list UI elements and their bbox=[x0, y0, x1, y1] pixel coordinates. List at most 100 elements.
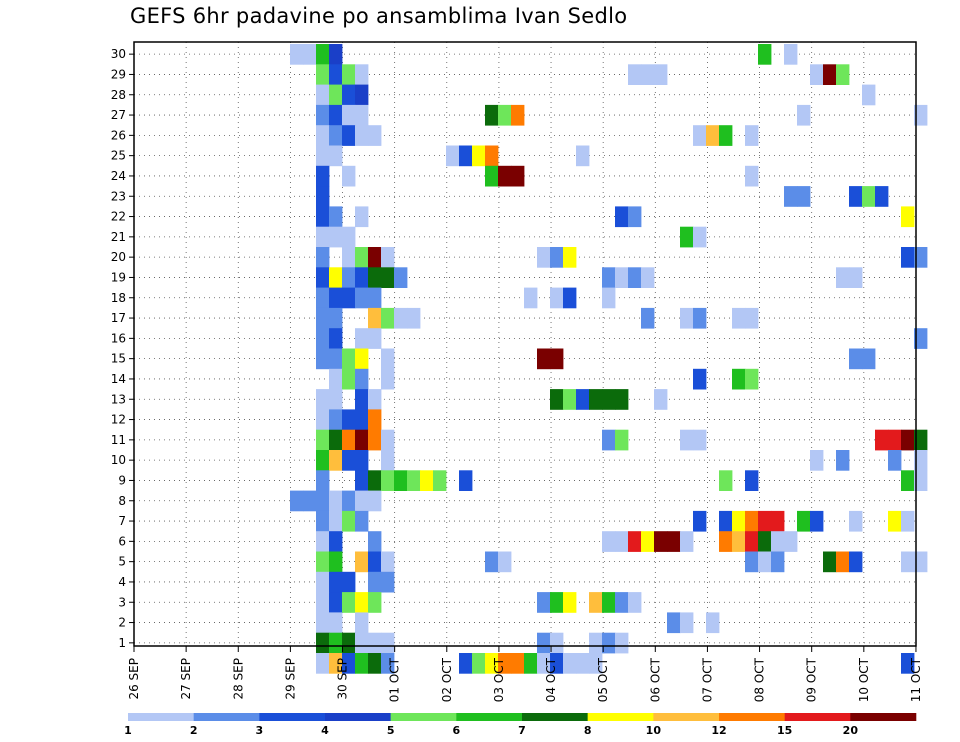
heatmap-cell bbox=[342, 653, 356, 674]
heatmap-cell bbox=[342, 125, 356, 146]
heatmap-cell bbox=[680, 531, 694, 552]
heatmap-cell bbox=[537, 348, 551, 370]
heatmap-cell bbox=[355, 125, 369, 146]
heatmap-cell bbox=[316, 145, 330, 167]
heatmap-cell bbox=[342, 592, 356, 613]
heatmap-cell bbox=[602, 287, 616, 309]
heatmap-cell bbox=[368, 592, 382, 613]
heatmap-cell bbox=[316, 389, 330, 410]
x-tick-label: 02 OCT bbox=[440, 657, 454, 702]
heatmap-cell bbox=[901, 551, 915, 573]
heatmap-cell bbox=[368, 653, 382, 674]
heatmap-cell bbox=[355, 287, 369, 309]
heatmap-cell bbox=[368, 328, 382, 349]
y-tick-label: 19 bbox=[111, 270, 126, 284]
colorbar-swatch bbox=[390, 713, 457, 721]
heatmap-cell bbox=[758, 531, 772, 552]
heatmap-cell bbox=[381, 429, 395, 451]
x-tick-label: 30 SEP bbox=[336, 658, 350, 700]
heatmap-cell bbox=[316, 531, 330, 552]
heatmap-cell bbox=[342, 247, 356, 268]
heatmap-cell bbox=[589, 592, 603, 613]
heatmap-cell bbox=[563, 287, 577, 309]
heatmap-cell bbox=[329, 429, 343, 451]
heatmap-cell bbox=[355, 490, 369, 512]
heatmap-cell bbox=[316, 307, 330, 329]
heatmap-cell bbox=[654, 531, 668, 552]
heatmap-cell bbox=[355, 470, 369, 491]
heatmap-cell bbox=[342, 368, 356, 390]
heatmap-cell bbox=[914, 470, 928, 491]
heatmap-cell bbox=[511, 653, 525, 674]
heatmap-cell bbox=[641, 531, 655, 552]
heatmap-cell bbox=[329, 125, 343, 146]
heatmap-cell bbox=[368, 307, 382, 329]
heatmap-cell bbox=[602, 531, 616, 552]
heatmap-cell bbox=[706, 125, 720, 146]
heatmap-cell bbox=[329, 510, 343, 532]
x-tick-label: 08 OCT bbox=[753, 657, 767, 702]
heatmap-cell bbox=[615, 632, 629, 654]
x-tick-label: 09 OCT bbox=[805, 657, 819, 702]
heatmap-cell bbox=[732, 307, 746, 329]
heatmap-cell bbox=[329, 450, 343, 471]
heatmap-cell bbox=[329, 44, 343, 65]
heatmap-cell bbox=[433, 470, 447, 491]
heatmap-cell bbox=[745, 531, 759, 552]
heatmap-cell bbox=[316, 470, 330, 491]
colorbar-label: 1 bbox=[124, 724, 132, 737]
y-tick-label: 22 bbox=[111, 210, 126, 224]
heatmap-cell bbox=[498, 653, 512, 674]
heatmap-cell bbox=[368, 409, 382, 431]
heatmap-cell bbox=[355, 429, 369, 451]
colorbar-label: 3 bbox=[256, 724, 264, 737]
heatmap-cell bbox=[316, 44, 330, 65]
heatmap-cell bbox=[368, 490, 382, 512]
heatmap-cell bbox=[550, 247, 564, 268]
heatmap-cell bbox=[485, 165, 499, 187]
heatmap-cell bbox=[914, 551, 928, 573]
colorbar-label: 20 bbox=[843, 724, 859, 737]
heatmap-cell bbox=[420, 470, 434, 491]
heatmap-cell bbox=[810, 450, 824, 471]
heatmap-cell bbox=[511, 165, 525, 187]
x-tick-label: 29 SEP bbox=[283, 658, 297, 700]
heatmap-cell bbox=[316, 490, 330, 512]
heatmap-cell bbox=[576, 653, 590, 674]
heatmap-cell bbox=[693, 368, 707, 390]
heatmap-cell bbox=[615, 531, 629, 552]
y-tick-label: 27 bbox=[111, 108, 126, 122]
heatmap-cell bbox=[355, 653, 369, 674]
y-tick-label: 16 bbox=[111, 331, 126, 345]
heatmap-cell bbox=[836, 551, 850, 573]
heatmap-cell bbox=[862, 84, 876, 106]
colorbar-swatch bbox=[850, 713, 917, 721]
heatmap-cell bbox=[615, 267, 629, 288]
heatmap-cell bbox=[329, 206, 343, 228]
heatmap-cell bbox=[745, 307, 759, 329]
heatmap-cell bbox=[381, 571, 395, 593]
heatmap-cell bbox=[589, 632, 603, 654]
heatmap-cell bbox=[914, 429, 928, 451]
y-tick-label: 4 bbox=[118, 575, 126, 589]
heatmap-cell bbox=[355, 450, 369, 471]
heatmap-cell bbox=[316, 206, 330, 228]
heatmap-cell bbox=[381, 267, 395, 288]
heatmap-cell bbox=[381, 368, 395, 390]
y-axis: 1234567891011121314151617181920212223242… bbox=[111, 47, 134, 650]
heatmap-cell bbox=[550, 653, 564, 674]
heatmap-cell bbox=[316, 267, 330, 288]
heatmap-cell bbox=[771, 510, 785, 532]
heatmap-cell bbox=[485, 145, 499, 167]
heatmap-cell bbox=[745, 368, 759, 390]
heatmap-cell bbox=[498, 104, 512, 126]
heatmap-cell bbox=[316, 104, 330, 126]
heatmap-cell bbox=[784, 531, 798, 552]
heatmap-cell bbox=[641, 307, 655, 329]
heatmap-cell bbox=[602, 267, 616, 288]
heatmap-cell bbox=[693, 307, 707, 329]
heatmap-cell bbox=[836, 267, 850, 288]
heatmap-cell bbox=[329, 632, 343, 654]
heatmap-cell bbox=[862, 186, 876, 207]
heatmap-cell bbox=[316, 328, 330, 349]
